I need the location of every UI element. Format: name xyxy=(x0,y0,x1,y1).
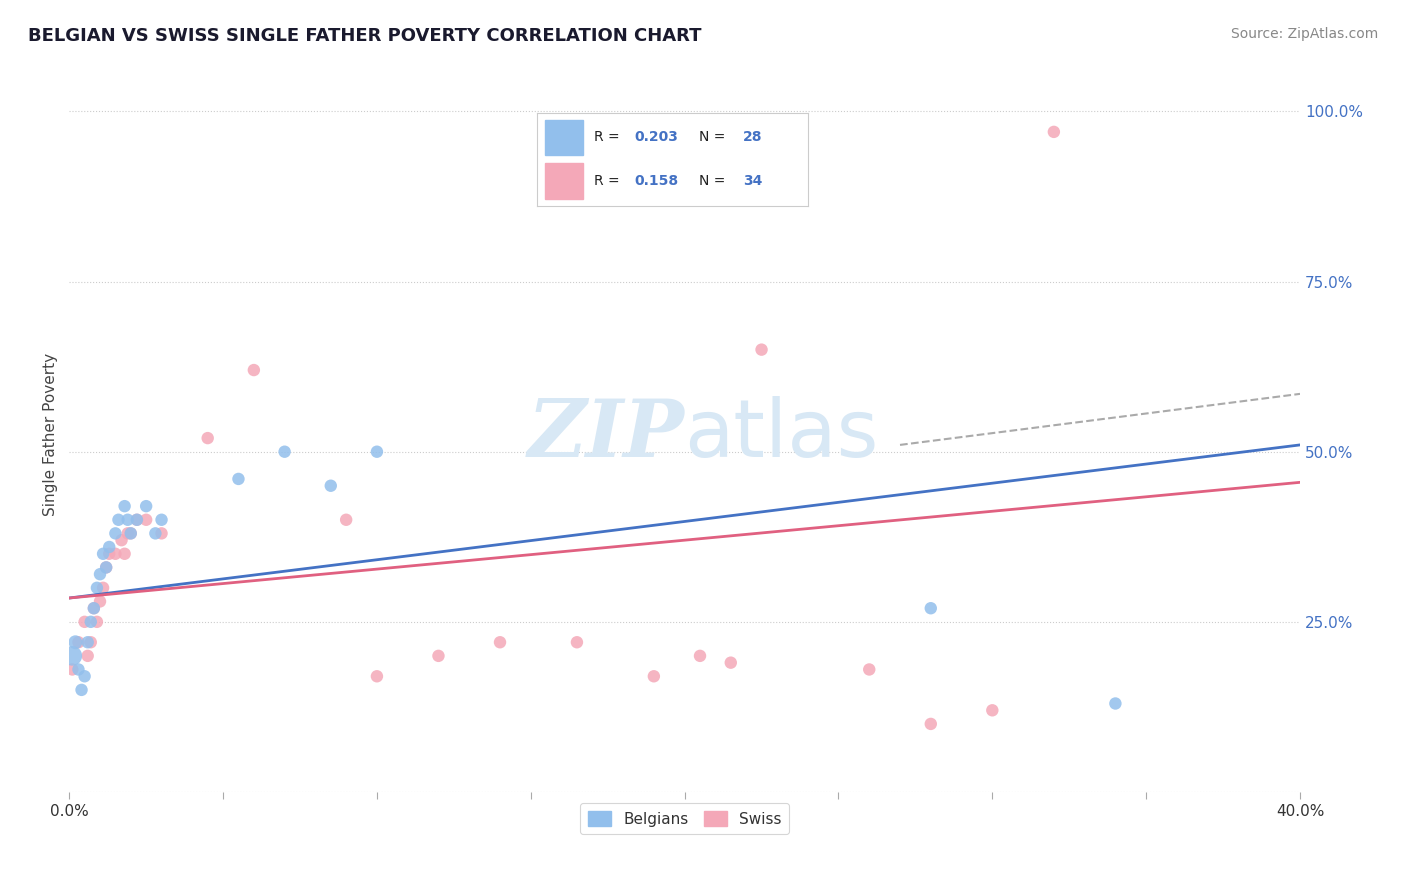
Point xyxy=(135,513,157,527)
Point xyxy=(243,363,266,377)
Point xyxy=(689,648,711,663)
Point xyxy=(117,513,139,527)
Point xyxy=(145,526,167,541)
Point xyxy=(96,560,118,574)
Legend: Belgians, Swiss: Belgians, Swiss xyxy=(581,803,789,834)
Point xyxy=(96,560,118,574)
Point xyxy=(60,663,83,677)
Point xyxy=(489,635,512,649)
Point xyxy=(125,513,148,527)
Point xyxy=(427,648,450,663)
Point xyxy=(1104,697,1126,711)
Point xyxy=(67,663,90,677)
Point xyxy=(335,513,357,527)
Point xyxy=(70,682,93,697)
Point xyxy=(86,615,108,629)
Point xyxy=(98,540,121,554)
Point xyxy=(920,717,942,731)
Point xyxy=(76,635,98,649)
Point xyxy=(751,343,773,357)
Point xyxy=(135,499,157,513)
Point xyxy=(86,581,108,595)
Point xyxy=(366,444,388,458)
Point xyxy=(73,669,96,683)
Point xyxy=(91,581,114,595)
Point xyxy=(76,648,98,663)
Point xyxy=(197,431,219,445)
Point xyxy=(104,526,127,541)
Text: atlas: atlas xyxy=(685,396,879,474)
Point xyxy=(65,635,87,649)
Point xyxy=(125,513,148,527)
Text: BELGIAN VS SWISS SINGLE FATHER POVERTY CORRELATION CHART: BELGIAN VS SWISS SINGLE FATHER POVERTY C… xyxy=(28,27,702,45)
Point xyxy=(80,615,103,629)
Point xyxy=(643,669,665,683)
Point xyxy=(1043,125,1066,139)
Point xyxy=(114,547,136,561)
Point xyxy=(120,526,142,541)
Point xyxy=(91,547,114,561)
Point xyxy=(120,526,142,541)
Point xyxy=(83,601,105,615)
Point xyxy=(720,656,742,670)
Point xyxy=(117,526,139,541)
Point xyxy=(89,567,111,582)
Point xyxy=(150,526,173,541)
Point xyxy=(98,547,121,561)
Point xyxy=(565,635,588,649)
Point xyxy=(89,594,111,608)
Point xyxy=(920,601,942,615)
Point xyxy=(228,472,250,486)
Point xyxy=(73,615,96,629)
Text: Source: ZipAtlas.com: Source: ZipAtlas.com xyxy=(1230,27,1378,41)
Point xyxy=(114,499,136,513)
Point xyxy=(366,669,388,683)
Point xyxy=(104,547,127,561)
Point xyxy=(273,444,295,458)
Point xyxy=(319,479,342,493)
Point xyxy=(83,601,105,615)
Point xyxy=(80,635,103,649)
Y-axis label: Single Father Poverty: Single Father Poverty xyxy=(44,353,58,516)
Text: ZIP: ZIP xyxy=(527,396,685,474)
Point xyxy=(981,703,1004,717)
Point xyxy=(150,513,173,527)
Point xyxy=(107,513,129,527)
Point xyxy=(858,663,880,677)
Point xyxy=(67,635,90,649)
Point xyxy=(60,648,83,663)
Point xyxy=(110,533,132,548)
